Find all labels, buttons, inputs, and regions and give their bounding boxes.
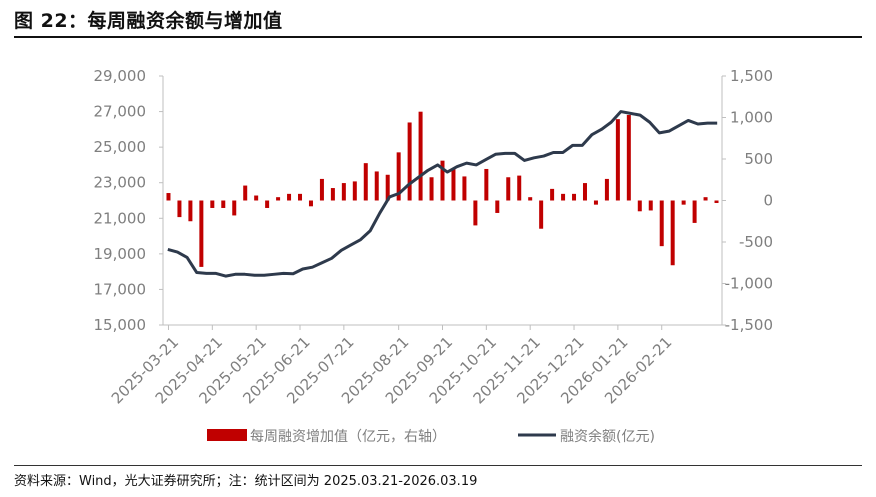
source-note: 资料来源：Wind，光大证券研究所；注：统计区间为 2025.03.21-202…	[14, 474, 478, 489]
bar	[670, 200, 675, 266]
bar	[462, 176, 467, 201]
bar	[243, 185, 248, 201]
bar	[495, 200, 500, 213]
bar	[385, 174, 390, 201]
right-tick-label: -1,500	[725, 316, 773, 334]
legend-line-label: 融资余额(亿元)	[560, 428, 655, 445]
bar	[440, 160, 445, 201]
right-tick-label: 0	[763, 192, 773, 210]
bar	[615, 119, 620, 201]
figure-title: 图 22：每周融资余额与增加值	[14, 10, 283, 32]
bar	[276, 197, 281, 201]
bar	[506, 177, 511, 201]
legend: 每周融资增加值（亿元，右轴） 融资余额(亿元)	[207, 428, 655, 445]
bar-series	[166, 111, 719, 267]
bar	[582, 183, 587, 201]
bar	[473, 200, 478, 226]
bar	[703, 197, 708, 201]
right-tick-label: 500	[744, 150, 773, 168]
bar	[265, 200, 270, 208]
bar	[188, 200, 193, 222]
bar	[626, 115, 631, 201]
legend-bar-label: 每周融资增加值（亿元，右轴）	[250, 429, 446, 445]
bar	[648, 200, 653, 211]
bar	[319, 178, 324, 201]
bar	[714, 200, 719, 203]
bar	[199, 200, 204, 267]
bar	[177, 200, 182, 218]
bar	[681, 200, 686, 205]
left-tick-label: 23,000	[94, 174, 147, 192]
left-axis-ticks: 29,000 27,000 25,000 23,000 21,000 19,000 17,0…	[94, 67, 163, 334]
bar	[166, 193, 171, 201]
bar	[418, 111, 423, 201]
bar	[637, 200, 642, 212]
bar	[593, 200, 598, 205]
bar	[550, 188, 555, 201]
bar	[232, 200, 237, 216]
bar	[572, 193, 577, 201]
top-rule	[14, 36, 862, 38]
right-tick-label: 1,500	[730, 67, 773, 85]
left-tick-label: 29,000	[94, 67, 147, 85]
bar	[341, 183, 346, 201]
bar	[221, 200, 226, 208]
bar	[210, 200, 215, 208]
bar	[374, 171, 379, 201]
bar	[407, 122, 412, 201]
bar	[539, 200, 544, 229]
bar	[517, 175, 522, 201]
left-tick-label: 25,000	[94, 138, 147, 156]
bar	[484, 168, 489, 201]
x-axis-ticks: 2025-03-212025-04-212025-05-212025-06-21…	[108, 325, 675, 407]
bar	[604, 178, 609, 201]
bottom-rule	[14, 465, 862, 466]
left-tick-label: 17,000	[94, 280, 147, 298]
left-tick-label: 19,000	[94, 245, 147, 263]
right-axis-ticks: 1,500 1,000 500 0 -500 -1,000 -1,500	[722, 67, 773, 334]
balance-line	[167, 110, 718, 278]
bar	[396, 152, 401, 201]
left-tick-label: 27,000	[94, 103, 147, 121]
bar	[692, 200, 697, 223]
bar	[363, 163, 368, 201]
line-series	[167, 110, 718, 278]
right-tick-label: -1,000	[725, 275, 773, 293]
bar	[298, 193, 303, 201]
right-tick-label: 1,000	[730, 109, 773, 127]
bar	[352, 181, 357, 201]
bar	[254, 195, 259, 201]
bar	[330, 188, 335, 201]
legend-bar-swatch	[207, 429, 247, 441]
left-tick-label: 21,000	[94, 209, 147, 227]
bar	[659, 200, 664, 247]
left-tick-label: 15,000	[94, 316, 147, 334]
bar	[308, 200, 313, 207]
bar	[528, 197, 533, 201]
bar	[561, 193, 566, 201]
bar	[287, 193, 292, 201]
right-tick-label: -500	[739, 233, 773, 251]
bar	[451, 168, 456, 201]
bar	[429, 177, 434, 201]
